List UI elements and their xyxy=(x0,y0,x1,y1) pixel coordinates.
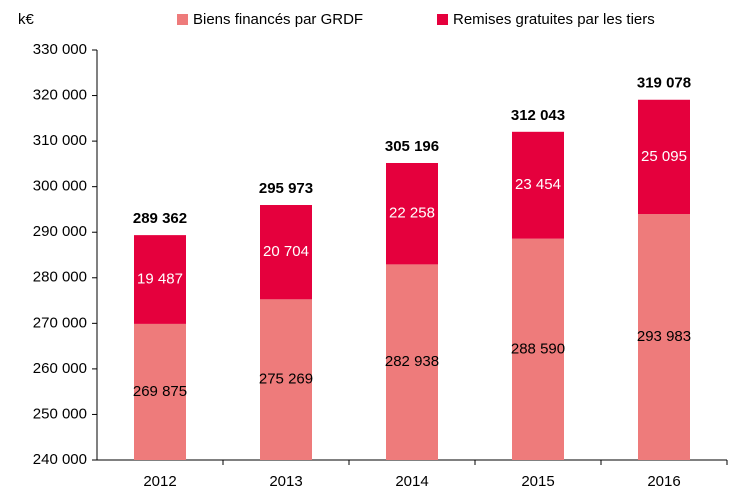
value-label: 275 269 xyxy=(259,371,313,388)
total-label: 319 078 xyxy=(637,75,691,92)
value-label: 293 983 xyxy=(637,328,691,345)
bar-segment xyxy=(386,264,438,460)
x-tick-label: 2015 xyxy=(521,473,554,490)
total-label: 295 973 xyxy=(259,180,313,197)
value-label: 269 875 xyxy=(133,383,187,400)
legend-label: Remises gratuites par les tiers xyxy=(453,11,655,28)
legend-swatch xyxy=(177,14,188,25)
value-label: 288 590 xyxy=(511,340,565,357)
value-label: 282 938 xyxy=(385,353,439,370)
value-label: 22 258 xyxy=(389,205,435,222)
y-tick-label: 260 000 xyxy=(33,360,87,377)
y-tick-label: 320 000 xyxy=(33,87,87,104)
y-tick-label: 240 000 xyxy=(33,451,87,468)
value-label: 23 454 xyxy=(515,176,561,193)
y-tick-label: 330 000 xyxy=(33,41,87,58)
y-tick-label: 310 000 xyxy=(33,132,87,149)
value-label: 20 704 xyxy=(263,243,309,260)
x-tick-label: 2013 xyxy=(269,473,302,490)
y-tick-label: 290 000 xyxy=(33,223,87,240)
bar-segment xyxy=(386,162,438,265)
x-tick-label: 2016 xyxy=(647,473,680,490)
y-tick-label: 280 000 xyxy=(33,269,87,286)
total-label: 289 362 xyxy=(133,210,187,227)
y-axis-unit: k€ xyxy=(18,11,35,28)
x-tick-label: 2014 xyxy=(395,473,428,490)
value-label: 19 487 xyxy=(137,270,183,287)
legend-swatch xyxy=(437,14,448,25)
bar-segment xyxy=(512,238,564,460)
y-tick-label: 270 000 xyxy=(33,314,87,331)
bar-segment xyxy=(134,323,186,460)
bar-segment xyxy=(260,205,312,300)
legend-label: Biens financés par GRDF xyxy=(193,11,363,28)
x-tick-label: 2012 xyxy=(143,473,176,490)
y-tick-label: 300 000 xyxy=(33,178,87,195)
value-label: 25 095 xyxy=(641,148,687,165)
bar-segment xyxy=(638,214,690,460)
bar-segment xyxy=(638,99,690,215)
y-tick-label: 250 000 xyxy=(33,405,87,422)
bar-segment xyxy=(512,131,564,239)
bar-segment xyxy=(134,235,186,324)
bar-segment xyxy=(260,299,312,460)
total-label: 312 043 xyxy=(511,107,565,124)
total-label: 305 196 xyxy=(385,138,439,155)
